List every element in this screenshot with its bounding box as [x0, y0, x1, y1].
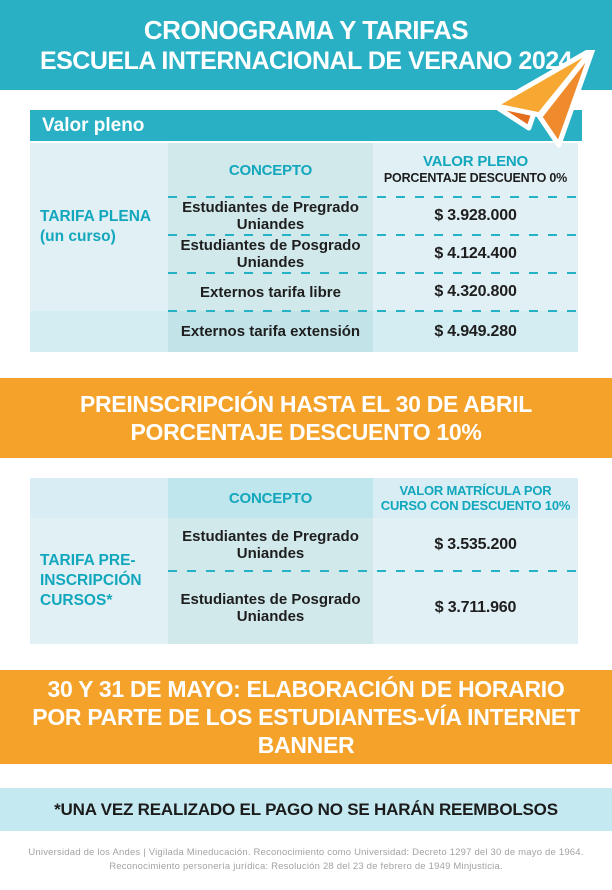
valor-pleno-label: Valor pleno	[42, 114, 145, 136]
no-refund-note-text: *UNA VEZ REALIZADO EL PAGO NO SE HARÁN R…	[54, 799, 558, 819]
table-row-concept: Estudiantes de Posgrado Uniandes	[168, 571, 373, 644]
valor-matricula-header-line2: CURSO CON DESCUENTO 10%	[380, 498, 571, 513]
table-row-concept: Estudiantes de Pregrado Uniandes	[168, 197, 373, 235]
table-row-concept: Externos tarifa libre	[168, 273, 373, 311]
paper-plane-icon	[491, 50, 596, 148]
horario-banner: 30 Y 31 DE MAYO: ELABORACIÓN DE HORARIO …	[0, 670, 612, 764]
horario-banner-line1: 30 Y 31 DE MAYO: ELABORACIÓN DE HORARIO	[47, 676, 565, 702]
valor-pleno-section-bar: Valor pleno	[30, 110, 582, 141]
horario-banner-line2: POR PARTE DE LOS ESTUDIANTES-VÍA INTERNE…	[32, 704, 580, 730]
legal-footer-line2: Reconocimiento personería jurídica: Reso…	[109, 861, 503, 872]
tarifa-preinscripcion-row-label: TARIFA PRE- INSCRIPCIÓN CURSOS*	[30, 518, 168, 644]
valor-pleno-header-line1: VALOR PLENO	[422, 153, 529, 170]
preinscripcion-label-line3: CURSOS*	[40, 592, 113, 609]
dashed-divider	[168, 310, 578, 312]
valor-matricula-header-line1: VALOR MATRÍCULA POR	[399, 483, 552, 498]
preinscripcion-banner-line2: PORCENTAJE DESCUENTO 10%	[130, 419, 482, 445]
table-row-value: $ 3.711.960	[373, 571, 578, 644]
concepto-column-header: CONCEPTO	[168, 478, 373, 518]
tarifa-plena-label-line2: (un curso)	[40, 228, 116, 245]
tarifa-plena-label-line1: TARIFA PLENA	[40, 208, 152, 225]
table-row-value: $ 4.320.800	[373, 273, 578, 311]
valor-matricula-column-header: VALOR MATRÍCULA POR CURSO CON DESCUENTO …	[373, 478, 578, 518]
concepto-column-header: CONCEPTO	[168, 143, 373, 197]
table-row-value: $ 3.928.000	[373, 197, 578, 235]
preinscripcion-label-line2: INSCRIPCIÓN	[40, 572, 142, 589]
table-header-spacer	[30, 478, 168, 518]
dashed-divider	[168, 272, 578, 274]
table-row-value: $ 4.124.400	[373, 235, 578, 273]
table-row-concept: Estudiantes de Posgrado Uniandes	[168, 235, 373, 273]
tarifa-plena-table: TARIFA PLENA (un curso) CONCEPTO VALOR P…	[30, 143, 582, 352]
table-row-spacer	[30, 311, 168, 352]
valor-pleno-column-header: VALOR PLENO PORCENTAJE DESCUENTO 0%	[373, 143, 578, 197]
preinscripcion-label-line1: TARIFA PRE-	[40, 552, 136, 569]
dashed-divider	[168, 570, 578, 572]
tarifa-preinscripcion-table: CONCEPTO VALOR MATRÍCULA POR CURSO CON D…	[30, 478, 582, 644]
dashed-divider	[168, 196, 578, 198]
legal-footer: Universidad de los Andes | Vigilada Mine…	[0, 846, 612, 874]
table-row-concept: Estudiantes de Pregrado Uniandes	[168, 518, 373, 571]
legal-footer-line1: Universidad de los Andes | Vigilada Mine…	[28, 847, 584, 858]
table-row-concept: Externos tarifa extensión	[168, 311, 373, 352]
content-column: Valor pleno TARIFA PLENA (un curso) CONC…	[30, 110, 582, 352]
preinscripcion-banner-line1: PREINSCRIPCIÓN HASTA EL 30 DE ABRIL	[79, 391, 533, 417]
page-title-line1: CRONOGRAMA Y TARIFAS	[143, 15, 469, 45]
descuento-0-header-line2: PORCENTAJE DESCUENTO 0%	[383, 171, 568, 185]
page-title-line2: ESCUELA INTERNACIONAL DE VERANO 2024	[39, 47, 573, 75]
tarifa-plena-row-label: TARIFA PLENA (un curso)	[30, 143, 168, 311]
horario-banner-line3: BANNER	[257, 732, 355, 758]
dashed-divider	[168, 234, 578, 236]
table-row-value: $ 4.949.280	[373, 311, 578, 352]
preinscripcion-banner: PREINSCRIPCIÓN HASTA EL 30 DE ABRIL PORC…	[0, 378, 612, 458]
page-header: CRONOGRAMA Y TARIFAS ESCUELA INTERNACION…	[0, 0, 612, 90]
no-refund-note-band: *UNA VEZ REALIZADO EL PAGO NO SE HARÁN R…	[0, 788, 612, 831]
content-column: CONCEPTO VALOR MATRÍCULA POR CURSO CON D…	[30, 478, 582, 644]
table-row-value: $ 3.535.200	[373, 518, 578, 571]
